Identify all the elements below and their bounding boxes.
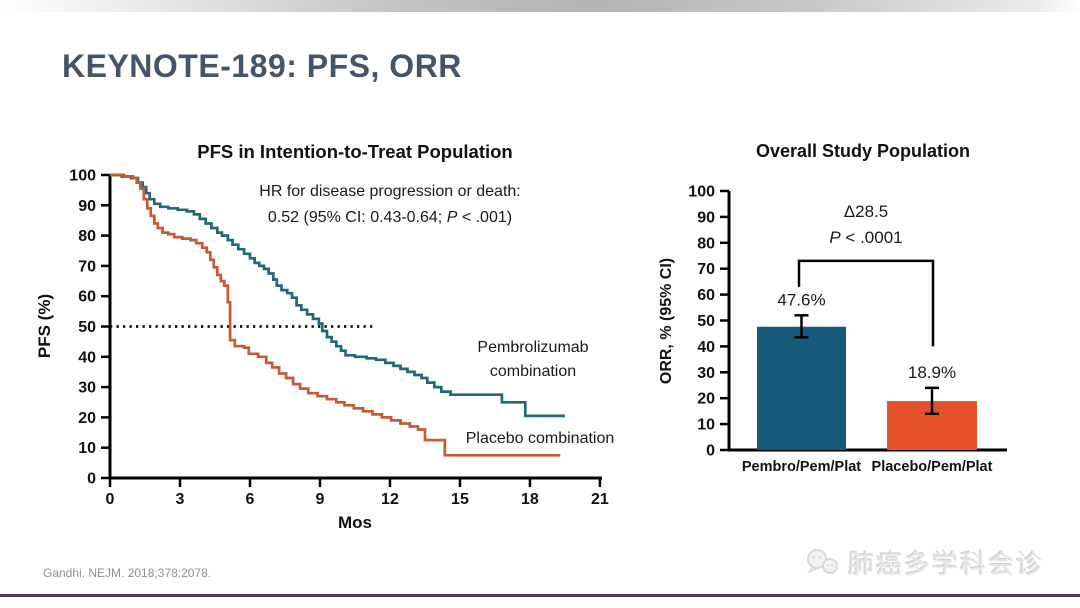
slide-title: KEYNOTE-189: PFS, ORR <box>62 48 462 84</box>
bar-y-tick-label: 80 <box>697 235 715 252</box>
km-y-tick-label: 20 <box>78 410 96 427</box>
km-x-tick-label: 21 <box>591 491 609 508</box>
bar-y-tick-label: 20 <box>697 391 715 408</box>
km-y-tick-label: 70 <box>78 258 96 275</box>
bar-y-tick-label: 0 <box>706 443 715 460</box>
km-y-tick-label: 90 <box>78 198 96 215</box>
bar-y-tick-label: 60 <box>697 287 715 304</box>
bar-value-label: 47.6% <box>777 290 825 309</box>
km-annotation-line2: 0.52 (95% CI: 0.43-0.64; P < .001) <box>268 209 512 226</box>
km-x-tick-label: 15 <box>451 491 469 508</box>
km-x-tick-label: 3 <box>176 491 185 508</box>
km-x-tick-label: 12 <box>381 491 399 508</box>
comparison-bracket <box>797 259 935 347</box>
km-y-tick-label: 100 <box>69 168 96 185</box>
bar-y-tick-label: 10 <box>697 417 715 434</box>
bar-category-label: Placebo/Pem/Plat <box>872 459 993 475</box>
delta-label: Δ28.5 <box>844 202 888 221</box>
wechat-icon <box>807 548 838 574</box>
km-x-tick-label: 6 <box>246 491 255 508</box>
bar-Pembro/Pem/Plat <box>757 326 846 450</box>
km-x-tick-label: 18 <box>521 491 539 508</box>
km-x-tick-label: 9 <box>316 491 325 508</box>
km-y-tick-label: 10 <box>78 440 96 457</box>
watermark-text: 肺癌多学科会诊 <box>848 549 1045 579</box>
citation-text: Gandhi. NEJM. 2018;378:2078. <box>43 566 212 580</box>
bar-y-tick-label: 100 <box>688 184 715 201</box>
orr-bar-chart: Overall Study Population 0 10 20 30 40 50 60 70 8… <box>658 141 1007 475</box>
bar-y-tick-label: 70 <box>697 261 715 278</box>
bar-y-tick-label: 30 <box>697 365 715 382</box>
km-y-tick-label: 30 <box>78 380 96 397</box>
bar-category-label: Pembro/Pem/Plat <box>742 459 861 475</box>
bar-y-axis-label: ORR, % (95% CI) <box>658 258 675 384</box>
watermark: 肺癌多学科会诊 <box>802 544 1044 581</box>
km-x-axis-label: Mos <box>338 513 372 532</box>
bar-y-tick-label: 40 <box>697 339 715 356</box>
km-series-label: Pembrolizumab <box>477 339 588 356</box>
km-y-tick-label: 60 <box>78 289 96 306</box>
km-y-tick-label: 50 <box>78 319 96 336</box>
pfs-km-chart: PFS in Intention-to-Treat Population HR f… <box>35 141 615 532</box>
km-series-label: combination <box>490 363 576 380</box>
km-y-tick-label: 40 <box>78 349 96 366</box>
p-value-label: P < .0001 <box>829 228 902 247</box>
bottom-accent-line <box>0 594 1080 597</box>
bar-value-label: 18.9% <box>908 363 956 382</box>
bar-y-tick-label: 50 <box>697 313 715 330</box>
km-y-tick-label: 0 <box>87 471 96 488</box>
km-x-tick-label: 0 <box>106 491 115 508</box>
km-y-tick-label: 80 <box>78 228 96 245</box>
km-annotation-line1: HR for disease progression or death: <box>259 183 520 200</box>
km-curve-placebo <box>110 173 561 457</box>
km-series-label: Placebo combination <box>466 430 615 447</box>
km-title: PFS in Intention-to-Treat Population <box>197 141 513 162</box>
bar-y-tick-label: 90 <box>697 209 715 226</box>
bar-title: Overall Study Population <box>756 141 970 161</box>
km-curve-pembrolizumab <box>110 173 565 418</box>
km-y-axis-label: PFS (%) <box>35 294 54 358</box>
top-accent-bar <box>0 0 1080 12</box>
